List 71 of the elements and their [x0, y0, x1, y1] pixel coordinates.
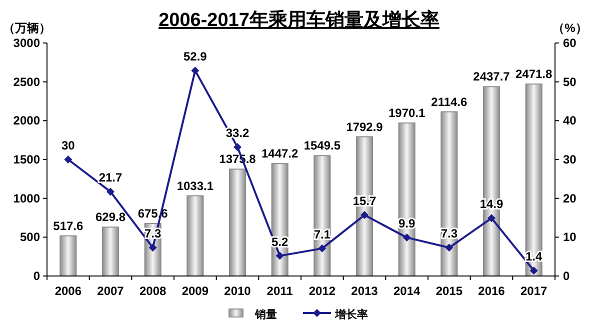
- bar: [186, 195, 204, 276]
- y-tick-label: 500: [20, 230, 40, 244]
- data-label: 9.9: [398, 216, 416, 231]
- y2-tick-label: 20: [563, 191, 577, 206]
- point: [234, 143, 242, 152]
- x-tick-label: 2009: [182, 284, 209, 298]
- y-tick-label: 2000: [13, 114, 40, 128]
- y2-tick-label: 50: [563, 74, 577, 89]
- x-tick-label: 2012: [308, 284, 336, 298]
- bar: [314, 155, 331, 276]
- y-tick-label: 2500: [13, 74, 40, 89]
- data-label: 1792.9: [346, 120, 384, 134]
- data-label: 2471.8: [515, 67, 553, 82]
- y-axis-title: （万辆）: [3, 21, 51, 35]
- point: [148, 244, 157, 252]
- y2-tick-label: 60: [563, 36, 577, 50]
- y-tick-label: 3000: [13, 36, 40, 50]
- y2-tick-label: 40: [563, 114, 577, 128]
- bar: [440, 111, 458, 276]
- bar: [271, 163, 288, 276]
- x-tick-label: 2010: [224, 284, 252, 298]
- data-label: 1.4: [525, 250, 542, 264]
- data-label: 2114.6: [431, 94, 468, 109]
- y-tick-label: 1500: [13, 152, 40, 166]
- point: [402, 234, 411, 242]
- legend-label: 增长率: [334, 308, 368, 321]
- data-label: 1549.5: [304, 138, 341, 153]
- x-tick-label: 2006: [54, 284, 82, 298]
- point: [191, 66, 200, 75]
- data-label: 7.3: [440, 226, 458, 241]
- point: [488, 214, 496, 222]
- point: [530, 266, 538, 275]
- x-tick-label: 2017: [520, 284, 548, 298]
- data-label: 2437.7: [473, 70, 510, 84]
- data-label: 14.9: [480, 197, 504, 212]
- data-label: 30: [61, 138, 76, 152]
- data-label: 7.1: [314, 227, 331, 242]
- x-tick-label: 2014: [393, 284, 421, 298]
- point: [64, 156, 72, 164]
- legend-label: 销量: [254, 309, 277, 321]
- bar: [60, 235, 77, 276]
- point: [360, 211, 368, 220]
- point: [276, 252, 284, 260]
- x-tick-label: 2013: [351, 284, 378, 298]
- point: [318, 244, 326, 252]
- x-tick-label: 2015: [436, 284, 463, 298]
- x-tick-label: 2011: [266, 284, 294, 298]
- data-label: 21.7: [98, 170, 122, 185]
- y2-tick-label: 10: [563, 230, 577, 244]
- data-label: 517.6: [53, 218, 84, 233]
- bar: [102, 226, 120, 276]
- data-label: 15.7: [352, 194, 376, 208]
- data-label: 1447.2: [261, 146, 299, 161]
- chart-title: 2006-2017年乘用车销量及增长率: [158, 9, 440, 31]
- bar: [398, 122, 416, 276]
- x-tick-label: 2008: [139, 284, 167, 298]
- data-label: 1970.1: [388, 106, 426, 120]
- x-tick-label: 2007: [97, 284, 124, 298]
- x-tick-label: 2016: [478, 284, 506, 298]
- bar: [525, 84, 542, 276]
- point: [445, 244, 454, 252]
- y-tick-label: 1000: [13, 191, 40, 206]
- y2-tick-label: 30: [563, 152, 577, 166]
- bar: [228, 168, 246, 276]
- data-label: 1033.1: [176, 178, 214, 193]
- y2-tick-label: 0: [563, 269, 570, 283]
- y2-axis-title: （%）: [552, 21, 588, 35]
- data-label: 52.9: [183, 50, 208, 64]
- point: [106, 188, 114, 196]
- data-label: 629.8: [95, 210, 126, 224]
- y-tick-label: 0: [33, 269, 40, 283]
